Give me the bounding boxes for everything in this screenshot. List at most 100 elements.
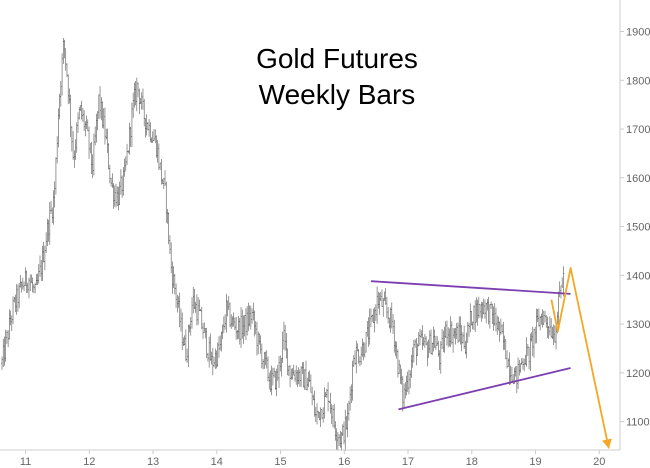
ohlc-bar xyxy=(273,367,276,378)
ohlc-bar xyxy=(112,183,115,209)
ohlc-bar xyxy=(452,328,455,353)
ohlc-bar xyxy=(67,74,70,105)
ohlc-bar xyxy=(523,358,526,372)
ohlc-bar xyxy=(517,357,520,389)
ohlc-bar xyxy=(230,314,233,329)
ohlc-bar xyxy=(458,316,461,342)
ohlc-bar xyxy=(439,341,442,374)
ohlc-bar xyxy=(378,292,381,315)
ohlc-bar xyxy=(426,341,429,367)
ohlc-bar xyxy=(74,139,77,160)
ohlc-bar xyxy=(253,310,256,337)
y-tick-label: 1800 xyxy=(626,75,650,87)
ohlc-bar xyxy=(226,300,229,317)
ohlc-bar xyxy=(546,316,549,338)
ohlc-bar xyxy=(472,305,475,331)
ohlc-bar xyxy=(20,281,23,293)
ohlc-bar xyxy=(188,324,191,333)
ohlc-bar xyxy=(469,303,472,333)
ohlc-bar xyxy=(198,299,201,311)
ohlc-bar xyxy=(486,299,489,311)
ohlc-bar xyxy=(504,339,507,360)
ohlc-bar xyxy=(528,346,531,370)
ohlc-bar xyxy=(58,93,61,120)
ohlc-bar xyxy=(222,316,225,334)
ohlc-bar xyxy=(534,326,537,344)
ohlc-bar xyxy=(19,275,22,288)
ohlc-bar xyxy=(164,170,167,186)
ohlc-bar xyxy=(221,324,224,340)
ohlc-bar xyxy=(184,329,187,362)
x-tick-label: 18 xyxy=(466,456,478,468)
ohlc-bar xyxy=(68,88,71,104)
ohlc-bar xyxy=(126,143,129,166)
ohlc-bar xyxy=(520,358,523,365)
ohlc-bar xyxy=(124,156,127,172)
ohlc-bar xyxy=(237,315,240,340)
ohlc-bar xyxy=(335,428,338,450)
ohlc-bar xyxy=(228,302,231,328)
ohlc-bar xyxy=(464,340,467,355)
ohlc-bar xyxy=(290,368,293,380)
ohlc-bar xyxy=(197,297,200,325)
ohlc-bar xyxy=(313,390,316,417)
ohlc-bar xyxy=(436,336,439,346)
ohlc-bar xyxy=(526,343,529,357)
ohlc-bar xyxy=(48,202,51,245)
ohlc-bar xyxy=(303,369,306,390)
ohlc-bar xyxy=(255,321,258,356)
ohlc-bar xyxy=(100,97,103,121)
ohlc-bar xyxy=(195,294,198,326)
ohlc-bar xyxy=(99,86,102,119)
ohlc-bar xyxy=(118,181,121,205)
ohlc-bar xyxy=(241,309,244,339)
ohlc-bar xyxy=(193,288,196,310)
ohlc-bar xyxy=(105,128,108,140)
ohlc-bar xyxy=(552,324,555,346)
ohlc-bar xyxy=(553,325,556,343)
ohlc-bar xyxy=(235,317,238,340)
x-tick-label: 14 xyxy=(211,456,223,468)
y-tick-label: 1900 xyxy=(626,27,650,39)
ohlc-bar xyxy=(1,356,3,370)
ohlc-bar xyxy=(400,368,403,385)
ohlc-bar xyxy=(189,317,192,336)
ohlc-bar xyxy=(57,108,60,148)
ohlc-bar xyxy=(16,284,19,312)
ohlc-bar xyxy=(139,98,142,104)
ohlc-bar xyxy=(487,296,490,325)
ohlc-bar xyxy=(453,328,456,339)
ohlc-bar xyxy=(499,318,502,336)
ohlc-bar xyxy=(390,302,393,329)
ohlc-bar xyxy=(65,63,68,78)
ohlc-bar xyxy=(561,277,564,288)
ohlc-bar xyxy=(35,273,38,285)
x-tick-label: 16 xyxy=(338,456,350,468)
ohlc-bar xyxy=(165,181,168,223)
ohlc-bar xyxy=(152,129,155,141)
ohlc-bar xyxy=(432,326,435,352)
ohlc-bar xyxy=(411,347,414,368)
ohlc-bar xyxy=(392,314,395,334)
ohlc-bar xyxy=(186,348,189,363)
ohlc-bar xyxy=(129,126,132,148)
ohlc-bar xyxy=(502,321,505,350)
ohlc-bar xyxy=(388,317,391,329)
ohlc-bar xyxy=(482,298,485,315)
ohlc-bar xyxy=(156,139,159,163)
ohlc-bar xyxy=(374,304,377,321)
ohlc-bar xyxy=(539,315,542,331)
ohlc-bar xyxy=(83,110,86,131)
ohlc-bar xyxy=(349,386,352,411)
ohlc-bar xyxy=(76,112,79,133)
ohlc-bar xyxy=(488,304,491,329)
ohlc-bar xyxy=(244,308,247,341)
ohlc-bar xyxy=(210,351,213,365)
ohlc-bar xyxy=(443,326,446,353)
ohlc-bar xyxy=(476,299,479,326)
ohlc-bar xyxy=(80,100,83,120)
ohlc-bar xyxy=(468,322,471,337)
ohlc-bar xyxy=(406,371,409,392)
ohlc-bar xyxy=(231,316,234,327)
